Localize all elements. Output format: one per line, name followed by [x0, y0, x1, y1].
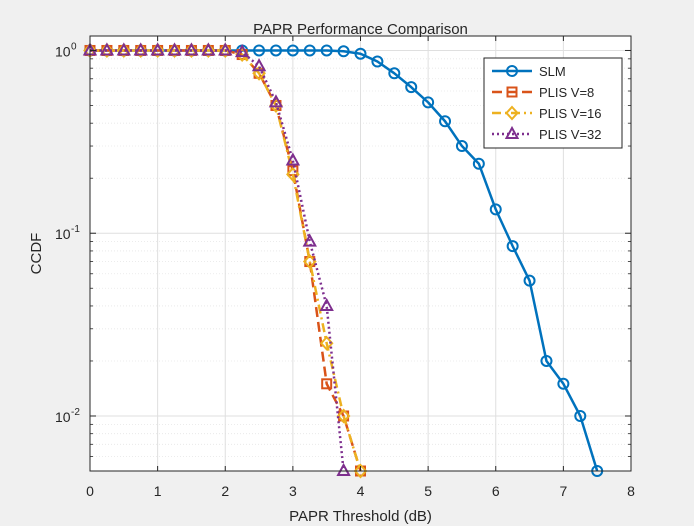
data-point	[286, 44, 299, 57]
series-line	[90, 49, 345, 472]
data-point	[321, 378, 333, 390]
x-axis-label: PAPR Threshold (dB)	[289, 508, 432, 525]
x-tick-label: 4	[357, 483, 365, 499]
data-point	[100, 42, 114, 58]
y-tick-label-base: 10	[55, 409, 71, 425]
data-point	[268, 94, 284, 108]
data-point	[371, 55, 384, 68]
series-4	[82, 42, 351, 476]
data-point	[540, 354, 553, 367]
data-point	[422, 96, 435, 109]
data-point	[201, 42, 216, 58]
data-point	[336, 408, 351, 424]
data-point	[319, 297, 334, 311]
data-point	[253, 44, 266, 57]
data-point	[489, 203, 502, 216]
y-tick-label-base: 10	[55, 43, 71, 59]
y-tick-label: 10 -2	[55, 407, 80, 425]
y-tick-label: 10 -1	[55, 224, 80, 242]
data-point	[184, 42, 199, 58]
legend-label: SLM	[539, 64, 566, 79]
data-point	[150, 42, 165, 56]
legend-label: PLIS V=8	[539, 85, 594, 100]
x-tick-label: 0	[86, 483, 94, 499]
data-point	[523, 274, 536, 287]
legend-marker	[505, 105, 519, 121]
x-tick-label: 6	[492, 483, 500, 499]
x-tick-label: 3	[289, 483, 297, 499]
legend-marker	[504, 125, 520, 139]
data-point	[218, 42, 233, 56]
data-point	[337, 45, 350, 58]
x-tick-label: 5	[424, 483, 432, 499]
y-tick-label-base: 10	[55, 226, 71, 242]
data-point	[184, 42, 199, 56]
y-tick-label-exponent: -2	[71, 407, 80, 418]
data-point	[506, 240, 519, 253]
data-point	[167, 42, 182, 58]
data-point	[354, 47, 367, 60]
y-axis-label: CCDF	[28, 233, 45, 275]
data-point	[218, 42, 233, 58]
y-tick-label-exponent: 0	[71, 41, 77, 52]
data-point	[150, 42, 165, 58]
data-point	[133, 42, 148, 56]
data-point	[116, 42, 131, 58]
data-point	[336, 462, 351, 476]
y-tick-label-exponent: -1	[71, 224, 80, 235]
data-point	[167, 42, 182, 56]
data-point	[439, 115, 452, 128]
data-point	[201, 42, 216, 56]
data-point	[405, 81, 418, 94]
data-point	[319, 335, 334, 351]
legend-label: PLIS V=32	[539, 127, 602, 142]
y-tick-label: 10 0	[55, 41, 77, 59]
legend-item: SLM	[492, 64, 566, 79]
data-point	[472, 157, 485, 170]
x-tick-label: 8	[627, 483, 635, 499]
legend-marker	[506, 86, 518, 98]
legend-label: PLIS V=16	[539, 106, 602, 121]
data-point	[116, 42, 132, 56]
data-point	[557, 377, 570, 390]
x-tick-label: 2	[221, 483, 229, 499]
legend-marker	[506, 65, 518, 77]
data-point	[388, 67, 401, 80]
data-point	[234, 43, 250, 58]
data-point	[251, 58, 267, 72]
data-point	[320, 44, 333, 57]
data-point	[574, 409, 587, 422]
data-point	[303, 44, 316, 57]
legend-item: PLIS V=8	[492, 85, 594, 100]
chart-title: PAPR Performance Comparison	[253, 21, 468, 38]
legend-item: PLIS V=16	[492, 105, 602, 121]
data-point	[269, 44, 282, 57]
legend-item: PLIS V=32	[492, 125, 602, 142]
x-tick-label: 1	[154, 483, 162, 499]
data-point	[286, 166, 300, 182]
data-point	[302, 233, 317, 247]
data-point	[285, 152, 301, 166]
x-tick-label: 7	[559, 483, 567, 499]
legend: SLM PLIS V=8 PLIS V=16 PLIS V=32	[483, 57, 623, 149]
data-point	[455, 140, 468, 153]
data-point	[133, 42, 148, 58]
data-point	[353, 463, 368, 479]
data-point	[99, 42, 115, 56]
